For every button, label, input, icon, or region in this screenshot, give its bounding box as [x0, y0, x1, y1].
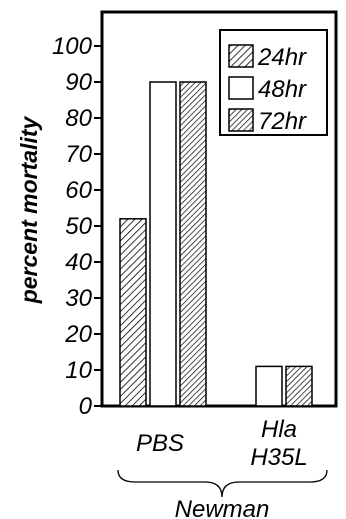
legend-label-48hr: 48hr	[258, 76, 307, 103]
y-axis: 0 10 20 30 40 50 60 70 80 90 100	[52, 33, 102, 420]
bar-48hr-1	[255, 365, 283, 407]
category-label-0-0: PBS	[136, 430, 184, 457]
category-label-1-0: Hla	[261, 416, 297, 443]
y-tick-label-50: 50	[65, 213, 92, 240]
y-tick-label-60: 60	[65, 177, 92, 204]
y-axis-label: percent mortality	[16, 115, 42, 304]
y-tick-label-80: 80	[65, 105, 92, 132]
category-label-1-1: H35L	[250, 444, 307, 471]
y-tick-label-30: 30	[65, 285, 92, 312]
legend-swatch-24hr	[228, 44, 254, 68]
y-tick-label-10: 10	[65, 357, 92, 384]
bar-24hr-0	[119, 218, 147, 407]
legend-label-72hr: 72hr	[258, 108, 307, 135]
bar-72hr-0	[179, 81, 207, 407]
plot-frame	[100, 10, 338, 408]
legend-swatch-72hr	[228, 108, 254, 132]
bar-48hr-0	[149, 81, 177, 407]
group-label-newman: Newman	[175, 496, 270, 519]
y-tick-label-90: 90	[65, 69, 92, 96]
y-tick-label-40: 40	[65, 249, 92, 276]
bars	[119, 81, 313, 407]
group-brace	[117, 469, 328, 498]
legend: 24hr 48hr 72hr	[219, 29, 328, 136]
y-tick-label-0: 0	[79, 393, 93, 420]
legend-swatch-48hr	[228, 76, 254, 100]
y-tick-label-100: 100	[52, 33, 93, 60]
y-tick-label-70: 70	[65, 141, 92, 168]
bar-72hr-1	[285, 365, 313, 407]
legend-label-24hr: 24hr	[257, 44, 307, 71]
y-tick-label-20: 20	[64, 321, 92, 348]
